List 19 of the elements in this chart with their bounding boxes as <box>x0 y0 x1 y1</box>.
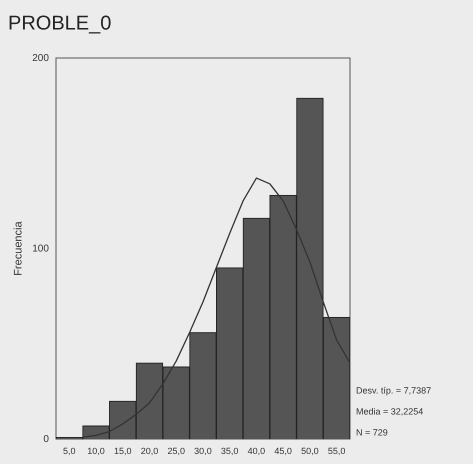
x-tick-label: 50,0 <box>301 446 319 456</box>
text: Media = 32,2254 <box>356 406 424 417</box>
x-tick-label: 25,0 <box>167 446 185 456</box>
x-tick-label: 45,0 <box>274 446 292 456</box>
x-tick-label: 15,0 <box>114 446 132 456</box>
text: Desv. típ. = 7,7387 <box>356 386 432 396</box>
x-tick-label: 20,0 <box>140 446 158 456</box>
x-tick-label: 30,0 <box>194 446 212 456</box>
y-axis-title: Frecuencia <box>12 220 25 276</box>
y-tick-label: 0 <box>43 434 50 445</box>
x-tick-label: 40,0 <box>248 446 266 456</box>
y-tick-label: 200 <box>32 52 50 64</box>
text: N = 729 <box>356 428 388 438</box>
x-tick-label: 55,0 <box>328 446 346 456</box>
chart-title: PROBLE_0 <box>8 12 112 35</box>
x-tick-label: 5,0 <box>62 446 76 456</box>
x-tick-label: 35,0 <box>220 446 238 456</box>
y-tick-label: 100 <box>32 243 50 254</box>
x-tick-label: 10,0 <box>87 446 105 456</box>
